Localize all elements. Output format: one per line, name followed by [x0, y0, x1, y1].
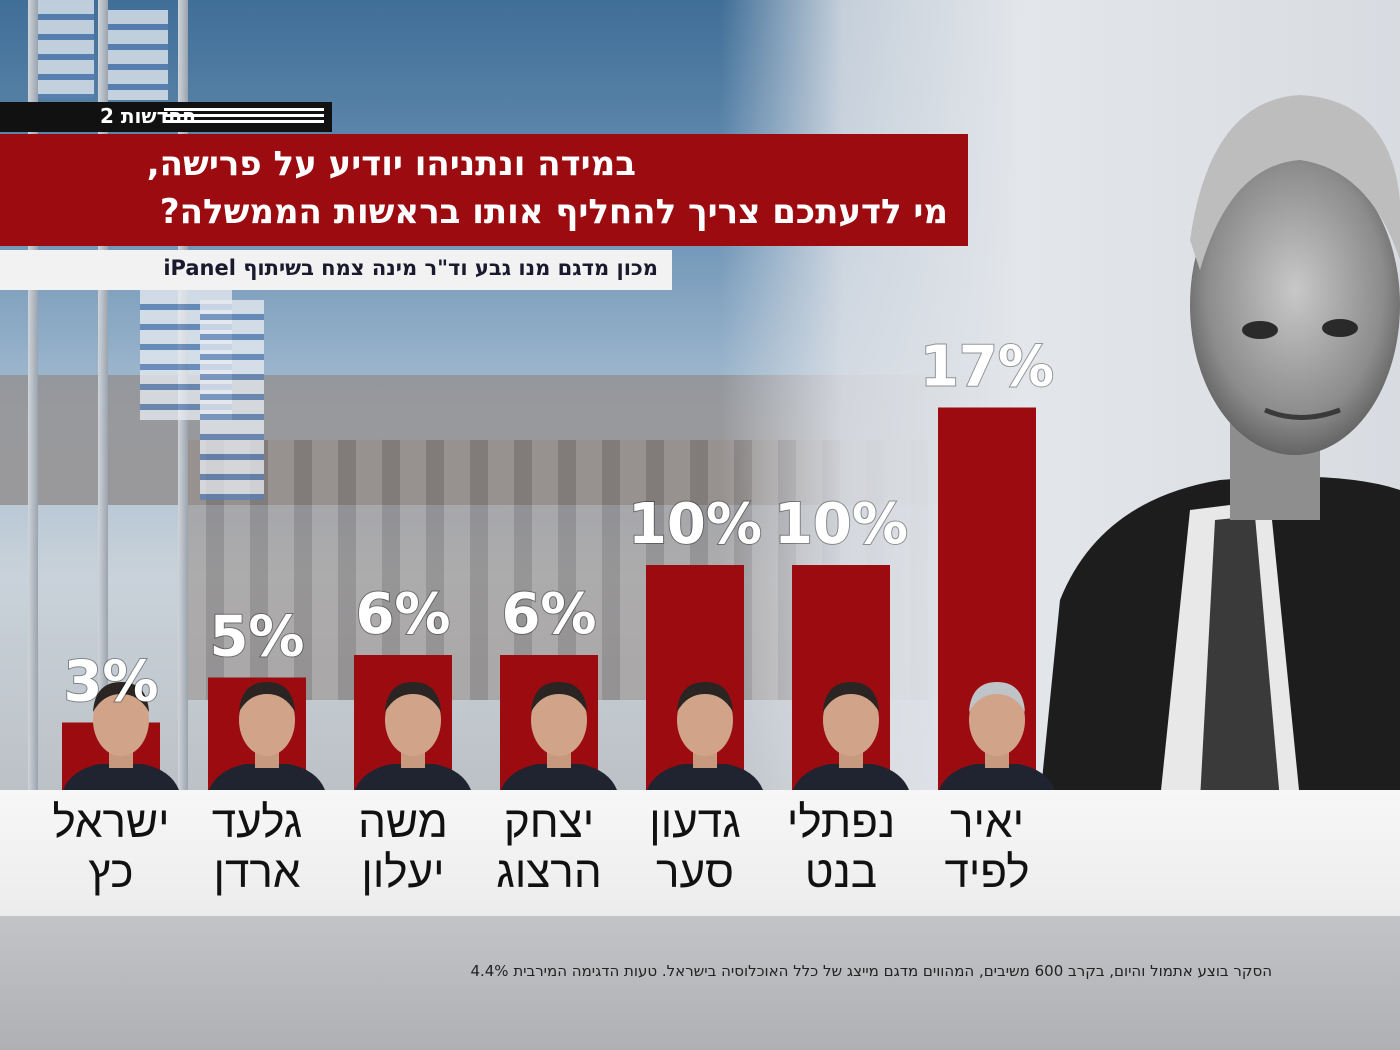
category-label: גדעון סער — [620, 798, 770, 898]
category-label-line: בנט — [804, 848, 878, 897]
category-label-line: יעלון — [361, 848, 445, 897]
title-box: במידה ונתניהו יודיע על פרישה, מי לדעתכם … — [0, 134, 968, 246]
category-label: ישראל כץ — [36, 798, 186, 898]
candidate-photo-icon — [793, 682, 909, 790]
flag-icon — [38, 0, 94, 98]
netanyahu-portrait-icon — [1040, 95, 1400, 800]
category-label-line: הרצוג — [496, 848, 602, 897]
category-label: נפתלי בנט — [766, 798, 916, 898]
candidate-photo-icon — [647, 682, 763, 790]
channel-name: החדשות 2 — [100, 104, 196, 128]
category-label-line: יאיר — [950, 798, 1024, 847]
channel-bar — [0, 102, 332, 132]
flag-icon — [108, 10, 168, 100]
candidate-photo-icon — [501, 682, 617, 790]
flagpole — [28, 0, 38, 800]
bar-value-label: 5% — [209, 605, 304, 670]
category-label-line: ארדן — [213, 848, 301, 897]
category-label-line: ישראל — [52, 798, 170, 847]
category-label-line: משה — [358, 798, 448, 847]
credit-bar: מכון מדגם מנו גבע וד"ר מינה צמח בשיתוף i… — [0, 250, 672, 290]
candidate-photo-icon — [63, 682, 179, 790]
bar-value-label: 6% — [501, 582, 596, 647]
name-label-strip — [0, 790, 1400, 916]
candidate-photo-icon — [939, 682, 1055, 790]
background-ground — [0, 900, 1400, 1050]
bar-value-label: 3% — [63, 650, 158, 715]
bar-value-label: 17% — [920, 335, 1054, 400]
category-label-line: יצחק — [503, 798, 595, 847]
category-label-line: גדעון — [649, 798, 741, 847]
credit-text: מכון מדגם מנו גבע וד"ר מינה צמח בשיתוף i… — [163, 256, 658, 280]
category-label-line: לפיד — [944, 848, 1030, 897]
channel-logo-lines-icon — [164, 108, 324, 126]
bar-value-label: 6% — [355, 582, 450, 647]
flagpole — [98, 0, 108, 800]
flag-icon — [200, 300, 264, 500]
category-label-line: כץ — [88, 848, 134, 897]
category-label: יצחק הרצוג — [474, 798, 624, 898]
footnote: הסקר בוצע אתמול והיום, בקרב 600 משיבים, … — [470, 962, 1272, 980]
category-label-line: גלעד — [211, 798, 303, 847]
candidate-photo-icon — [355, 682, 471, 790]
category-label-line: סער — [656, 848, 734, 897]
category-label: גלעד ארדן — [182, 798, 332, 898]
category-label: משה יעלון — [328, 798, 478, 898]
title-line-1: במידה ונתניהו יודיע על פרישה, — [146, 144, 636, 184]
bar-value-label: 10% — [628, 492, 762, 557]
candidate-photo-icon — [209, 682, 325, 790]
category-label: יאיר לפיד — [912, 798, 1062, 898]
title-line-2: מי לדעתכם צריך להחליף אותו בראשות הממשלה… — [159, 192, 948, 232]
bar-value-label: 10% — [774, 492, 908, 557]
category-label-line: נפתלי — [786, 798, 896, 847]
